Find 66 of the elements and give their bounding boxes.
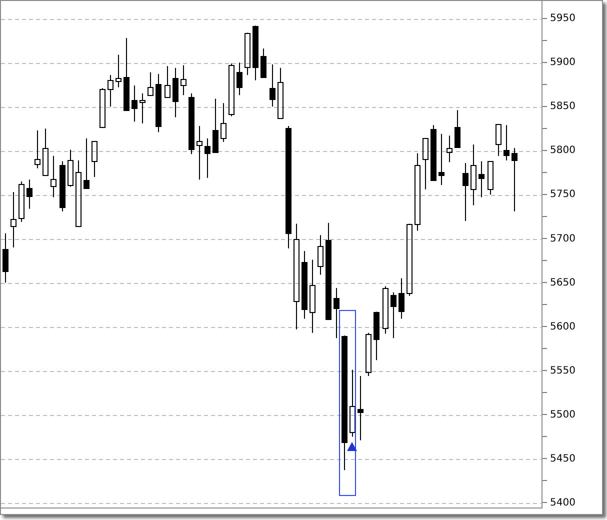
candlestick (326, 222, 332, 320)
candlestick (84, 138, 90, 189)
candlestick (278, 67, 284, 119)
y-tick-label: 5450 (550, 453, 576, 464)
candlestick (390, 292, 396, 339)
candlestick (60, 160, 66, 212)
candlestick (220, 102, 226, 142)
candlestick (302, 250, 308, 320)
candlestick (108, 74, 114, 108)
y-tick-label: 5500 (550, 409, 576, 420)
candlestick (318, 234, 324, 276)
candlestick (496, 124, 502, 156)
candlestick (140, 92, 146, 124)
candlestick (398, 278, 404, 320)
candlestick (236, 62, 242, 96)
candlestick (212, 98, 218, 153)
candlestick (446, 135, 452, 163)
candlestick (196, 125, 202, 180)
candlestick (172, 67, 178, 118)
candlestick (470, 144, 476, 206)
candlestick (76, 160, 82, 227)
candlestick (2, 232, 8, 284)
candlestick (26, 179, 32, 210)
y-tick-label: 5900 (550, 57, 576, 68)
candlestick (422, 138, 428, 190)
candlestick (350, 369, 356, 438)
candlestick (270, 64, 276, 108)
candlestick (244, 32, 250, 76)
candlestick (414, 152, 420, 232)
candlestick (68, 149, 74, 188)
candlestick (164, 66, 170, 98)
candlestick (10, 192, 16, 248)
candlestick (310, 259, 316, 334)
candlestick (342, 334, 348, 471)
candlestick (374, 311, 380, 361)
y-tick-label: 5750 (550, 189, 576, 200)
candlestick (462, 162, 468, 222)
candlestick (286, 125, 292, 249)
candlestick (334, 287, 340, 339)
candlestick (358, 375, 364, 441)
candlestick (438, 133, 444, 186)
y-tick-label: 5650 (550, 277, 576, 288)
candlestick (42, 128, 48, 176)
candlestick (512, 147, 518, 212)
y-tick-label: 5550 (550, 365, 576, 376)
candlestick (204, 138, 210, 178)
candlestick (148, 72, 154, 96)
candlestick (124, 37, 130, 111)
candlestick (252, 25, 258, 81)
candlestick (180, 64, 186, 96)
candlestick (478, 160, 484, 198)
y-tick-label: 5850 (550, 101, 576, 112)
y-tick-label: 5600 (550, 321, 576, 332)
y-tick-label: 5700 (550, 233, 576, 244)
y-tick-label: 5800 (550, 145, 576, 156)
candlestick (454, 110, 460, 148)
y-tick-label: 5400 (550, 497, 576, 508)
candlestick (116, 54, 122, 88)
candlestick (156, 74, 162, 133)
candlestick (92, 141, 98, 178)
candlestick (132, 85, 138, 122)
candlestick (50, 155, 56, 198)
candlestick (294, 223, 300, 330)
candlestick (34, 130, 40, 169)
candlestick (504, 124, 510, 161)
y-tick-label: 5950 (550, 13, 576, 24)
